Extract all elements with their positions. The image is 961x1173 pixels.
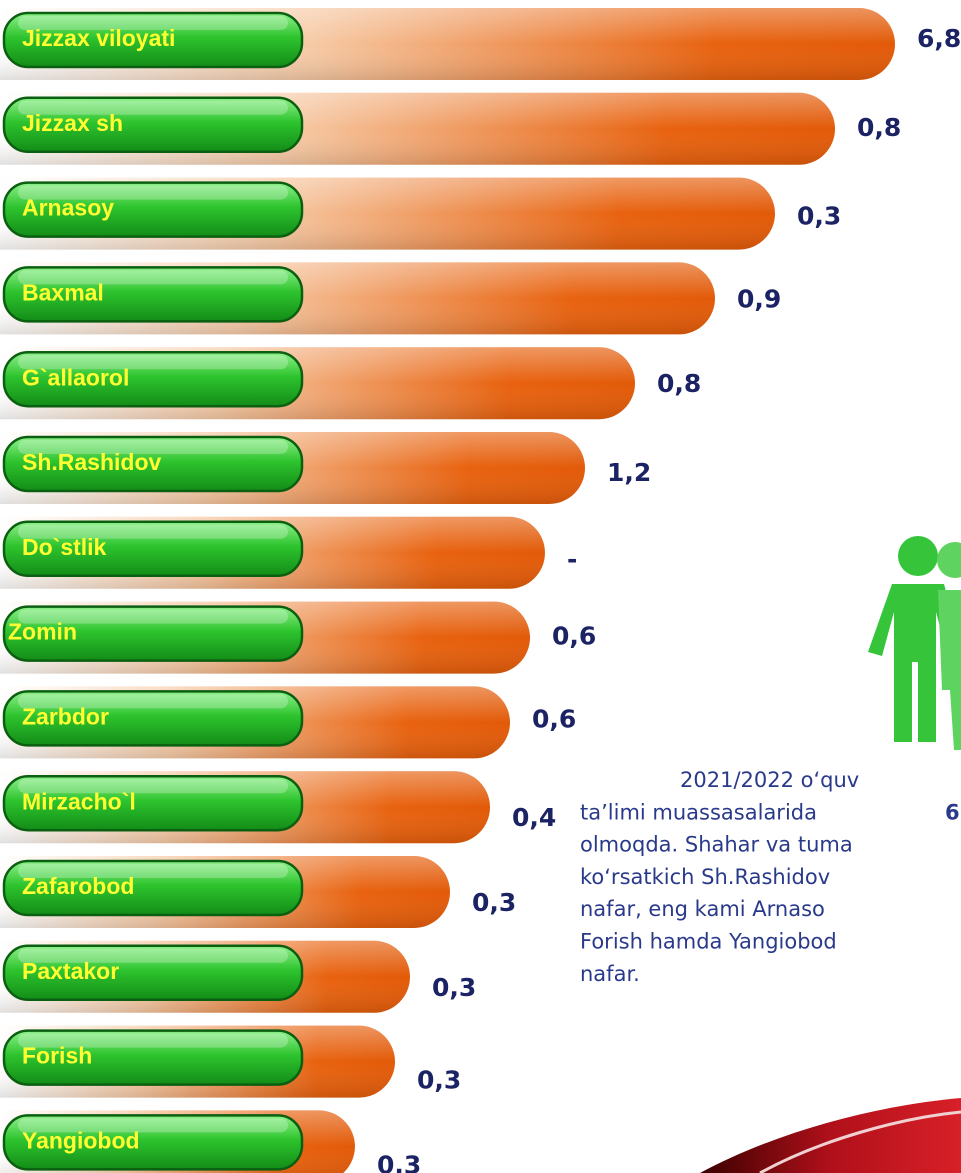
row: Baxmal 0,9 xyxy=(0,262,781,334)
row-label: Forish xyxy=(22,1043,92,1069)
paragraph-line: ta’limi muassasalarida xyxy=(580,800,817,824)
paragraph-line: nafar, eng kami Arnaso xyxy=(580,897,825,921)
paragraph-line: nafar. xyxy=(580,962,640,986)
row-value: 6,8 xyxy=(917,24,961,53)
row-label: Do`stlik xyxy=(22,534,107,560)
paragraph: 2021/2022 o‘quv ta’limi muassasalarida olm… xyxy=(580,768,960,986)
row: Forish 0,3 xyxy=(0,1026,461,1098)
paragraph-bold: 6 xyxy=(945,800,960,824)
paragraph-line: ko‘rsatkich Sh.Rashidov xyxy=(580,865,830,889)
row-label: Arnasoy xyxy=(22,195,114,221)
row-value: 0,8 xyxy=(657,369,701,398)
row: Zomin 0,6 xyxy=(0,602,596,674)
row-label: Mirzacho`l xyxy=(22,788,136,814)
row-value: 0,8 xyxy=(857,113,901,142)
row-value: 0,6 xyxy=(532,704,576,733)
row: Jizzax viloyati 6,8 xyxy=(0,8,961,80)
row: Zafarobod 0,3 xyxy=(0,856,516,928)
row: Arnasoy 0,3 xyxy=(0,178,841,250)
row-value: 0,3 xyxy=(472,888,516,917)
page: Jizzax viloyati 6,8 Jizzax sh 0,8 Arnasoy 0,3… xyxy=(0,0,961,1173)
row-value: 0,3 xyxy=(432,973,476,1002)
row-label: Sh.Rashidov xyxy=(22,449,162,475)
row: Yangiobod 0,3 xyxy=(0,1110,421,1173)
row-value: 1,2 xyxy=(607,458,651,487)
row-value: 0,6 xyxy=(552,622,596,651)
row: Mirzacho`l 0,4 xyxy=(0,771,556,843)
row: Sh.Rashidov 1,2 xyxy=(0,432,651,504)
row: Paxtakor 0,3 xyxy=(0,941,476,1013)
paragraph-line: olmoqda. Shahar va tuma xyxy=(580,833,853,857)
row-value: 0,3 xyxy=(417,1066,461,1095)
row: Do`stlik - xyxy=(0,517,577,589)
rows: Jizzax viloyati 6,8 Jizzax sh 0,8 Arnasoy 0,3… xyxy=(0,8,961,1173)
row-value: - xyxy=(567,545,577,574)
row-value: 0,9 xyxy=(737,284,781,313)
row-label: Jizzax sh xyxy=(22,110,123,136)
row: G`allaorol 0,8 xyxy=(0,347,701,419)
row-label: Zomin xyxy=(8,619,77,645)
row-label: Paxtakor xyxy=(22,958,119,984)
infographic: Jizzax viloyati 6,8 Jizzax sh 0,8 Arnasoy 0,3… xyxy=(0,0,961,1173)
decorative-swoosh xyxy=(700,1098,961,1173)
row-label: Baxmal xyxy=(22,279,104,305)
paragraph-line: Forish hamda Yangiobod xyxy=(580,930,837,954)
row-label: Yangiobod xyxy=(22,1127,140,1153)
row-value: 0,3 xyxy=(797,202,841,231)
row: Zarbdor 0,6 xyxy=(0,686,576,758)
row-label: G`allaorol xyxy=(22,364,129,390)
people-icon xyxy=(868,536,961,750)
paragraph-line: 2021/2022 o‘quv xyxy=(680,768,859,792)
row-value: 0,3 xyxy=(377,1150,421,1173)
row-label: Zafarobod xyxy=(22,873,134,899)
row-label: Jizzax viloyati xyxy=(22,25,175,51)
row: Jizzax sh 0,8 xyxy=(0,93,901,165)
row-value: 0,4 xyxy=(512,803,556,832)
row-label: Zarbdor xyxy=(22,703,109,729)
